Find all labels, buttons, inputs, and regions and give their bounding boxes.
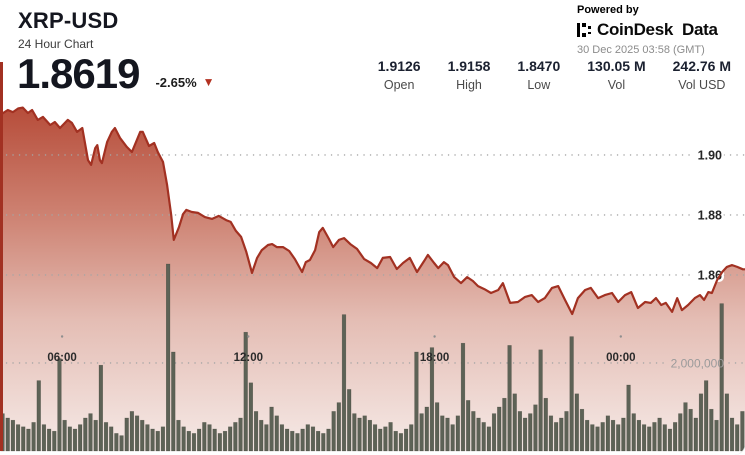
symbol-title: XRP-USD: [18, 8, 119, 33]
stat-open-value: 1.9126: [377, 58, 421, 74]
coindesk-logo-icon: [577, 23, 592, 37]
stat-high-label: High: [456, 78, 482, 92]
stat-open-label: Open: [383, 78, 415, 92]
x-tick-label: 12:00: [234, 352, 263, 364]
provider-suffix: Data: [682, 20, 718, 39]
x-axis-labels: 06:00 12:00 18:00 00:00: [47, 335, 636, 364]
change-percent: -2.65%: [155, 74, 197, 90]
powered-by-label: Powered by: [577, 4, 639, 16]
x-tick-label: 06:00: [47, 352, 76, 364]
y-axis-labels: 1.90 1.88 1.86 2,000,000: [671, 146, 725, 371]
volume-bars: [0, 263, 745, 452]
stat-high: 1.9158 High: [448, 58, 491, 92]
timestamp: 30 Dec 2025 03:58 (GMT): [577, 44, 705, 56]
y-tick-label: 1.88: [698, 209, 722, 223]
ohlc-stats: 1.9126 Open 1.9158 High 1.8470 Low 130.0…: [378, 58, 731, 92]
coindesk-data-logo[interactable]: CoinDesk Data: [577, 20, 729, 40]
last-price: 1.8619: [17, 50, 140, 97]
chart-left-edge: [0, 62, 3, 451]
y-tick-label: 1.86: [698, 269, 722, 283]
powered-by-block: Powered by CoinDesk Data 30 Dec 2025 03:5…: [577, 4, 729, 56]
price-area-fill: [0, 107, 745, 451]
volume-tick-label: 2,000,000: [671, 357, 725, 371]
stat-vol: 130.05 M Vol: [587, 58, 645, 92]
x-tick-label: 00:00: [606, 352, 635, 364]
price-down-triangle-icon: ▼: [202, 75, 215, 90]
price-line: [0, 106, 745, 316]
stat-high-value: 1.9158: [447, 58, 491, 74]
y-tick-label: 1.90: [698, 149, 722, 163]
stat-vol-value: 130.05 M: [587, 58, 646, 74]
price-change: -2.65% ▼: [155, 75, 214, 94]
stat-vol-label: Vol: [607, 78, 626, 92]
stat-vol-usd: 242.76 M Vol USD: [673, 58, 731, 92]
stat-low-value: 1.8470: [517, 58, 561, 74]
x-tick-label: 18:00: [420, 352, 449, 364]
stat-open: 1.9126 Open: [378, 58, 421, 92]
gridlines: [0, 154, 745, 364]
chart-subtitle: 24 Hour Chart: [18, 37, 94, 51]
provider-name: CoinDesk: [597, 20, 674, 39]
header-left: XRP-USD 24 Hour Chart 1.8619 -2.65% ▼: [17, 8, 215, 97]
stat-low: 1.8470 Low: [517, 58, 560, 92]
stat-low-label: Low: [527, 78, 551, 92]
stat-vol-usd-label: Vol USD: [678, 78, 726, 92]
price-row: 1.8619 -2.65% ▼: [17, 50, 215, 97]
stat-vol-usd-value: 242.76 M: [672, 58, 731, 74]
